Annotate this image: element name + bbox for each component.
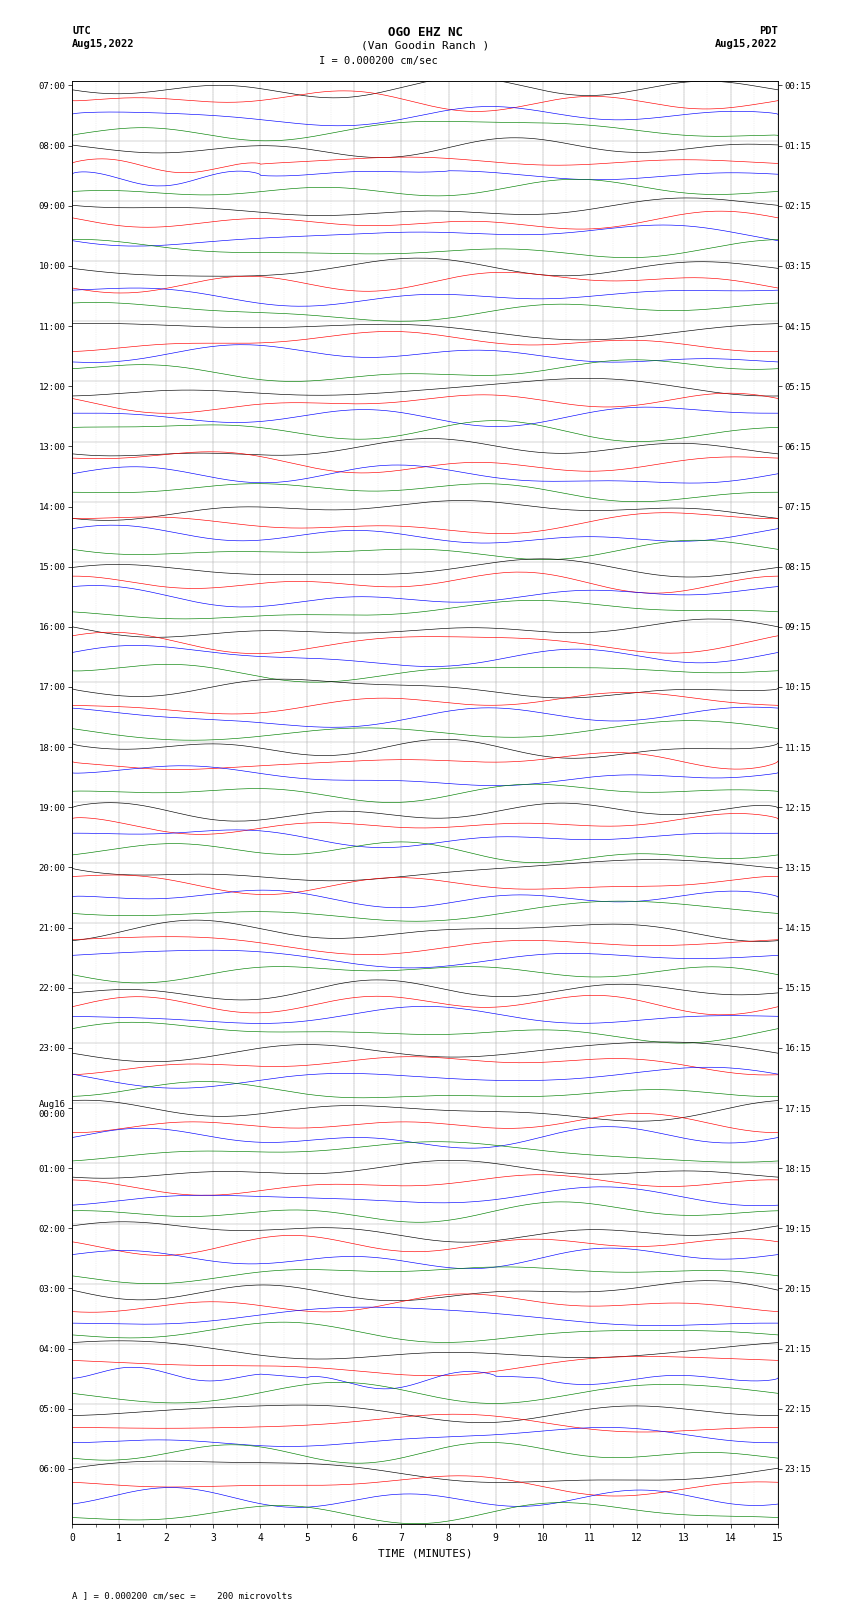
Text: A ] = 0.000200 cm/sec =    200 microvolts: A ] = 0.000200 cm/sec = 200 microvolts <box>72 1590 292 1600</box>
Text: OGO EHZ NC: OGO EHZ NC <box>388 26 462 39</box>
Text: (Van Goodin Ranch ): (Van Goodin Ranch ) <box>361 40 489 50</box>
Text: PDT: PDT <box>759 26 778 35</box>
Text: Aug15,2022: Aug15,2022 <box>715 39 778 48</box>
Text: Aug15,2022: Aug15,2022 <box>72 39 135 48</box>
X-axis label: TIME (MINUTES): TIME (MINUTES) <box>377 1548 473 1558</box>
Text: I = 0.000200 cm/sec: I = 0.000200 cm/sec <box>319 56 438 66</box>
Text: UTC: UTC <box>72 26 91 35</box>
